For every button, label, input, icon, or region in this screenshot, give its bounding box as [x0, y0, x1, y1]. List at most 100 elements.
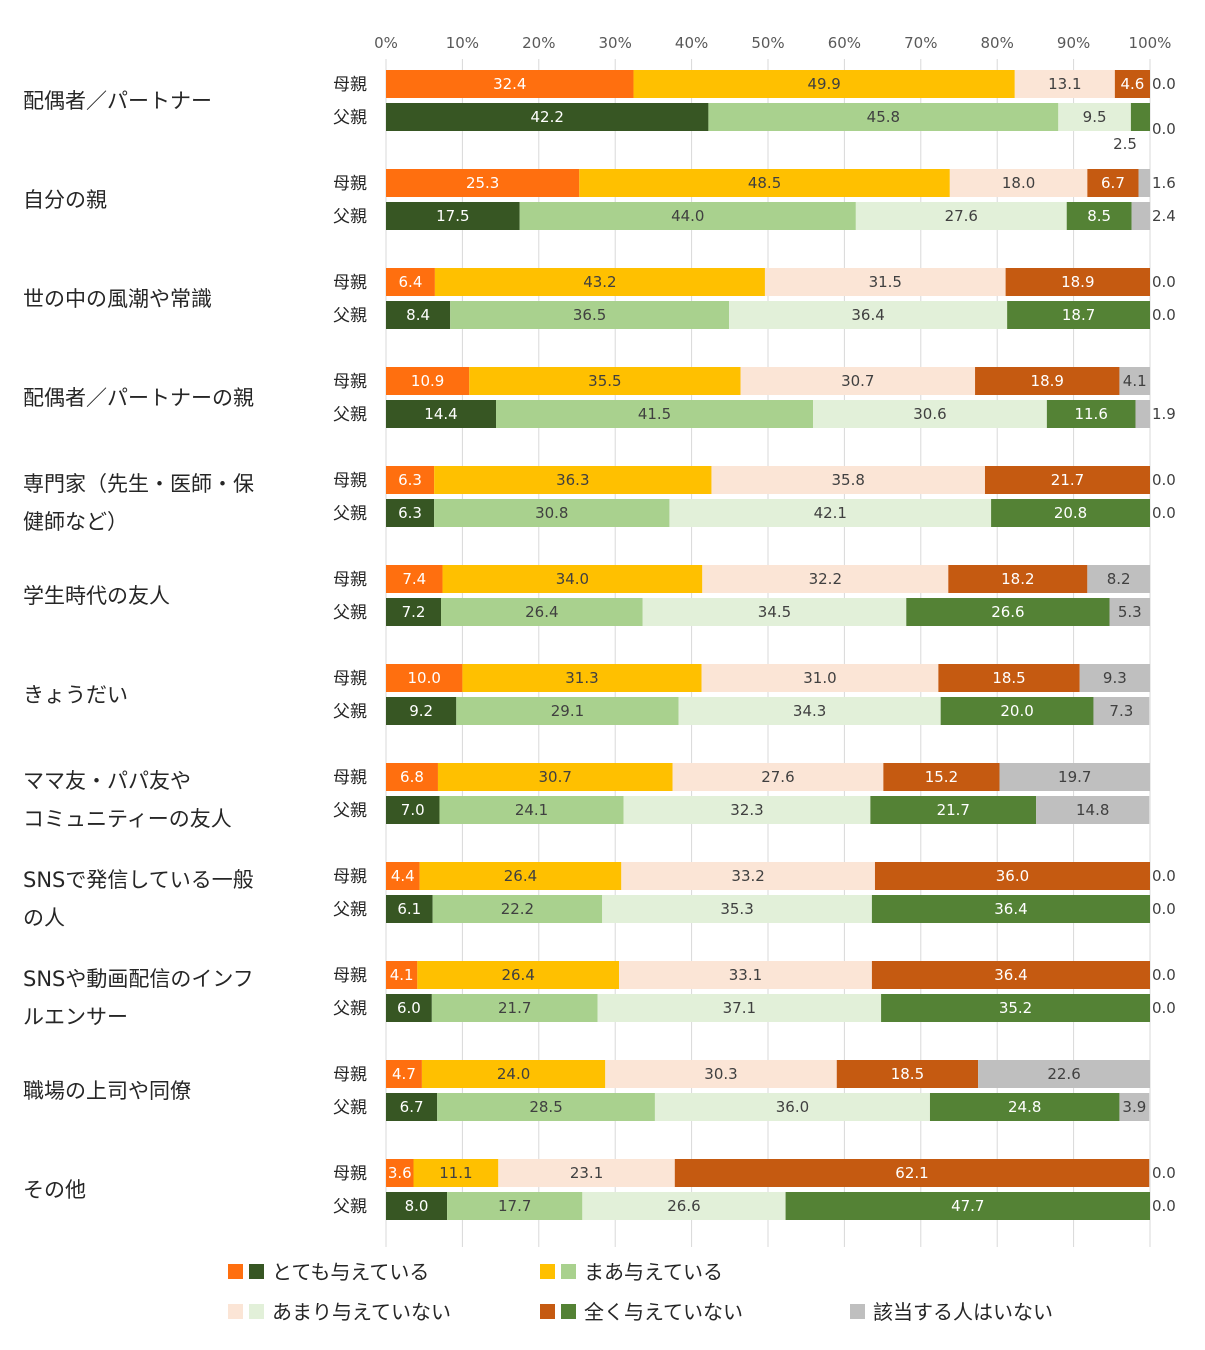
- bar-segment: [434, 268, 765, 296]
- bar-segment: [678, 697, 941, 725]
- bar-segment: [871, 895, 1150, 923]
- bar-segment: [462, 664, 702, 692]
- x-tick-label: 40%: [675, 34, 708, 52]
- category-label: SNSで発信している一般: [23, 868, 254, 892]
- bar-segment: [813, 400, 1047, 428]
- row-label: 父親: [333, 108, 367, 128]
- category-label: 健師など）: [23, 510, 128, 534]
- data-label: 33.2: [731, 867, 764, 885]
- data-label: 0.0: [1152, 306, 1176, 324]
- bar-segment: [855, 202, 1067, 230]
- data-label: 30.3: [704, 1065, 737, 1083]
- bar-segment: [597, 994, 882, 1022]
- data-label: 43.2: [583, 273, 616, 291]
- bar-segment: [1087, 565, 1150, 593]
- data-label: 24.8: [1008, 1098, 1041, 1116]
- data-label: 1.9: [1152, 405, 1176, 423]
- data-label: 23.1: [570, 1164, 603, 1182]
- bar-segment: [386, 70, 634, 98]
- bar-segment: [605, 1060, 837, 1088]
- data-label: 26.4: [501, 966, 534, 984]
- bar-segment: [450, 301, 730, 329]
- x-tick-label: 60%: [828, 34, 861, 52]
- bar-segment: [386, 697, 457, 725]
- data-label: 18.0: [1002, 174, 1035, 192]
- data-label: 49.9: [807, 75, 840, 93]
- data-label: 0.0: [1152, 966, 1176, 984]
- row-label: 母親: [333, 966, 367, 986]
- data-label: 47.7: [951, 1197, 984, 1215]
- category-label: 自分の親: [23, 188, 107, 212]
- legend-label: とても与えている: [272, 1260, 429, 1284]
- row-label: 父親: [333, 1098, 367, 1118]
- data-label: 48.5: [748, 174, 781, 192]
- row-label: 母親: [333, 867, 367, 887]
- data-label: 4.7: [392, 1065, 416, 1083]
- bar-segment: [386, 598, 442, 626]
- data-label: 18.2: [1001, 570, 1034, 588]
- legend-swatch: [561, 1304, 576, 1319]
- category-label: コミュニティーの友人: [23, 807, 232, 831]
- bar-segment: [672, 763, 884, 791]
- data-label: 62.1: [895, 1164, 928, 1182]
- row-label: 母親: [333, 471, 367, 491]
- data-label: 9.5: [1083, 108, 1107, 126]
- x-tick-label: 20%: [522, 34, 555, 52]
- bar-segment: [984, 466, 1150, 494]
- data-label: 28.5: [529, 1098, 562, 1116]
- category-label: 職場の上司や同僚: [23, 1079, 191, 1103]
- x-tick-label: 10%: [446, 34, 479, 52]
- bar-segment: [386, 1159, 414, 1187]
- bar-segment: [940, 697, 1094, 725]
- bar-segment: [1036, 796, 1150, 824]
- bar-segment: [386, 895, 433, 923]
- x-tick-label: 0%: [374, 34, 398, 52]
- bar-segment: [386, 400, 497, 428]
- data-label: 18.5: [891, 1065, 924, 1083]
- bar-segment: [874, 862, 1150, 890]
- bar-segment: [386, 763, 438, 791]
- data-label: 6.7: [1101, 174, 1125, 192]
- data-label: 17.5: [436, 207, 469, 225]
- row-label: 母親: [333, 1164, 367, 1184]
- data-label: 36.4: [851, 306, 884, 324]
- data-label: 26.6: [667, 1197, 700, 1215]
- bar-segment: [386, 1060, 422, 1088]
- bar-segment: [1131, 202, 1150, 230]
- legend-swatch: [228, 1304, 243, 1319]
- data-label: 6.8: [400, 768, 424, 786]
- data-label: 29.1: [551, 702, 584, 720]
- bar-segment: [386, 466, 435, 494]
- bar-segment: [441, 598, 643, 626]
- bar-segment: [417, 961, 620, 989]
- bar-segment: [633, 70, 1015, 98]
- data-label: 14.4: [424, 405, 457, 423]
- data-label: 4.6: [1120, 75, 1144, 93]
- bar-segment: [870, 796, 1037, 824]
- data-label: 6.4: [399, 273, 423, 291]
- bar-segment: [623, 796, 871, 824]
- data-label: 21.7: [498, 999, 531, 1017]
- data-label: 7.2: [402, 603, 426, 621]
- category-label: 学生時代の友人: [23, 584, 170, 608]
- data-label: 31.3: [565, 669, 598, 687]
- category-label: の人: [23, 906, 65, 930]
- row-label: 父親: [333, 900, 367, 920]
- data-label: 6.0: [397, 999, 421, 1017]
- data-label: 24.1: [515, 801, 548, 819]
- bar-segment: [669, 499, 992, 527]
- bar-segment: [929, 1093, 1120, 1121]
- bar-segment: [386, 499, 435, 527]
- data-label: 44.0: [671, 207, 704, 225]
- row-label: 母親: [333, 1065, 367, 1085]
- row-label: 父親: [333, 504, 367, 524]
- data-label: 6.1: [397, 900, 421, 918]
- x-tick-label: 100%: [1129, 34, 1172, 52]
- data-label: 14.8: [1076, 801, 1109, 819]
- bar-segment: [419, 862, 622, 890]
- bar-segment: [413, 1159, 499, 1187]
- legend-swatch: [561, 1264, 576, 1279]
- data-label: 8.4: [406, 306, 430, 324]
- bar-segment: [432, 895, 603, 923]
- bar-segment: [708, 103, 1059, 131]
